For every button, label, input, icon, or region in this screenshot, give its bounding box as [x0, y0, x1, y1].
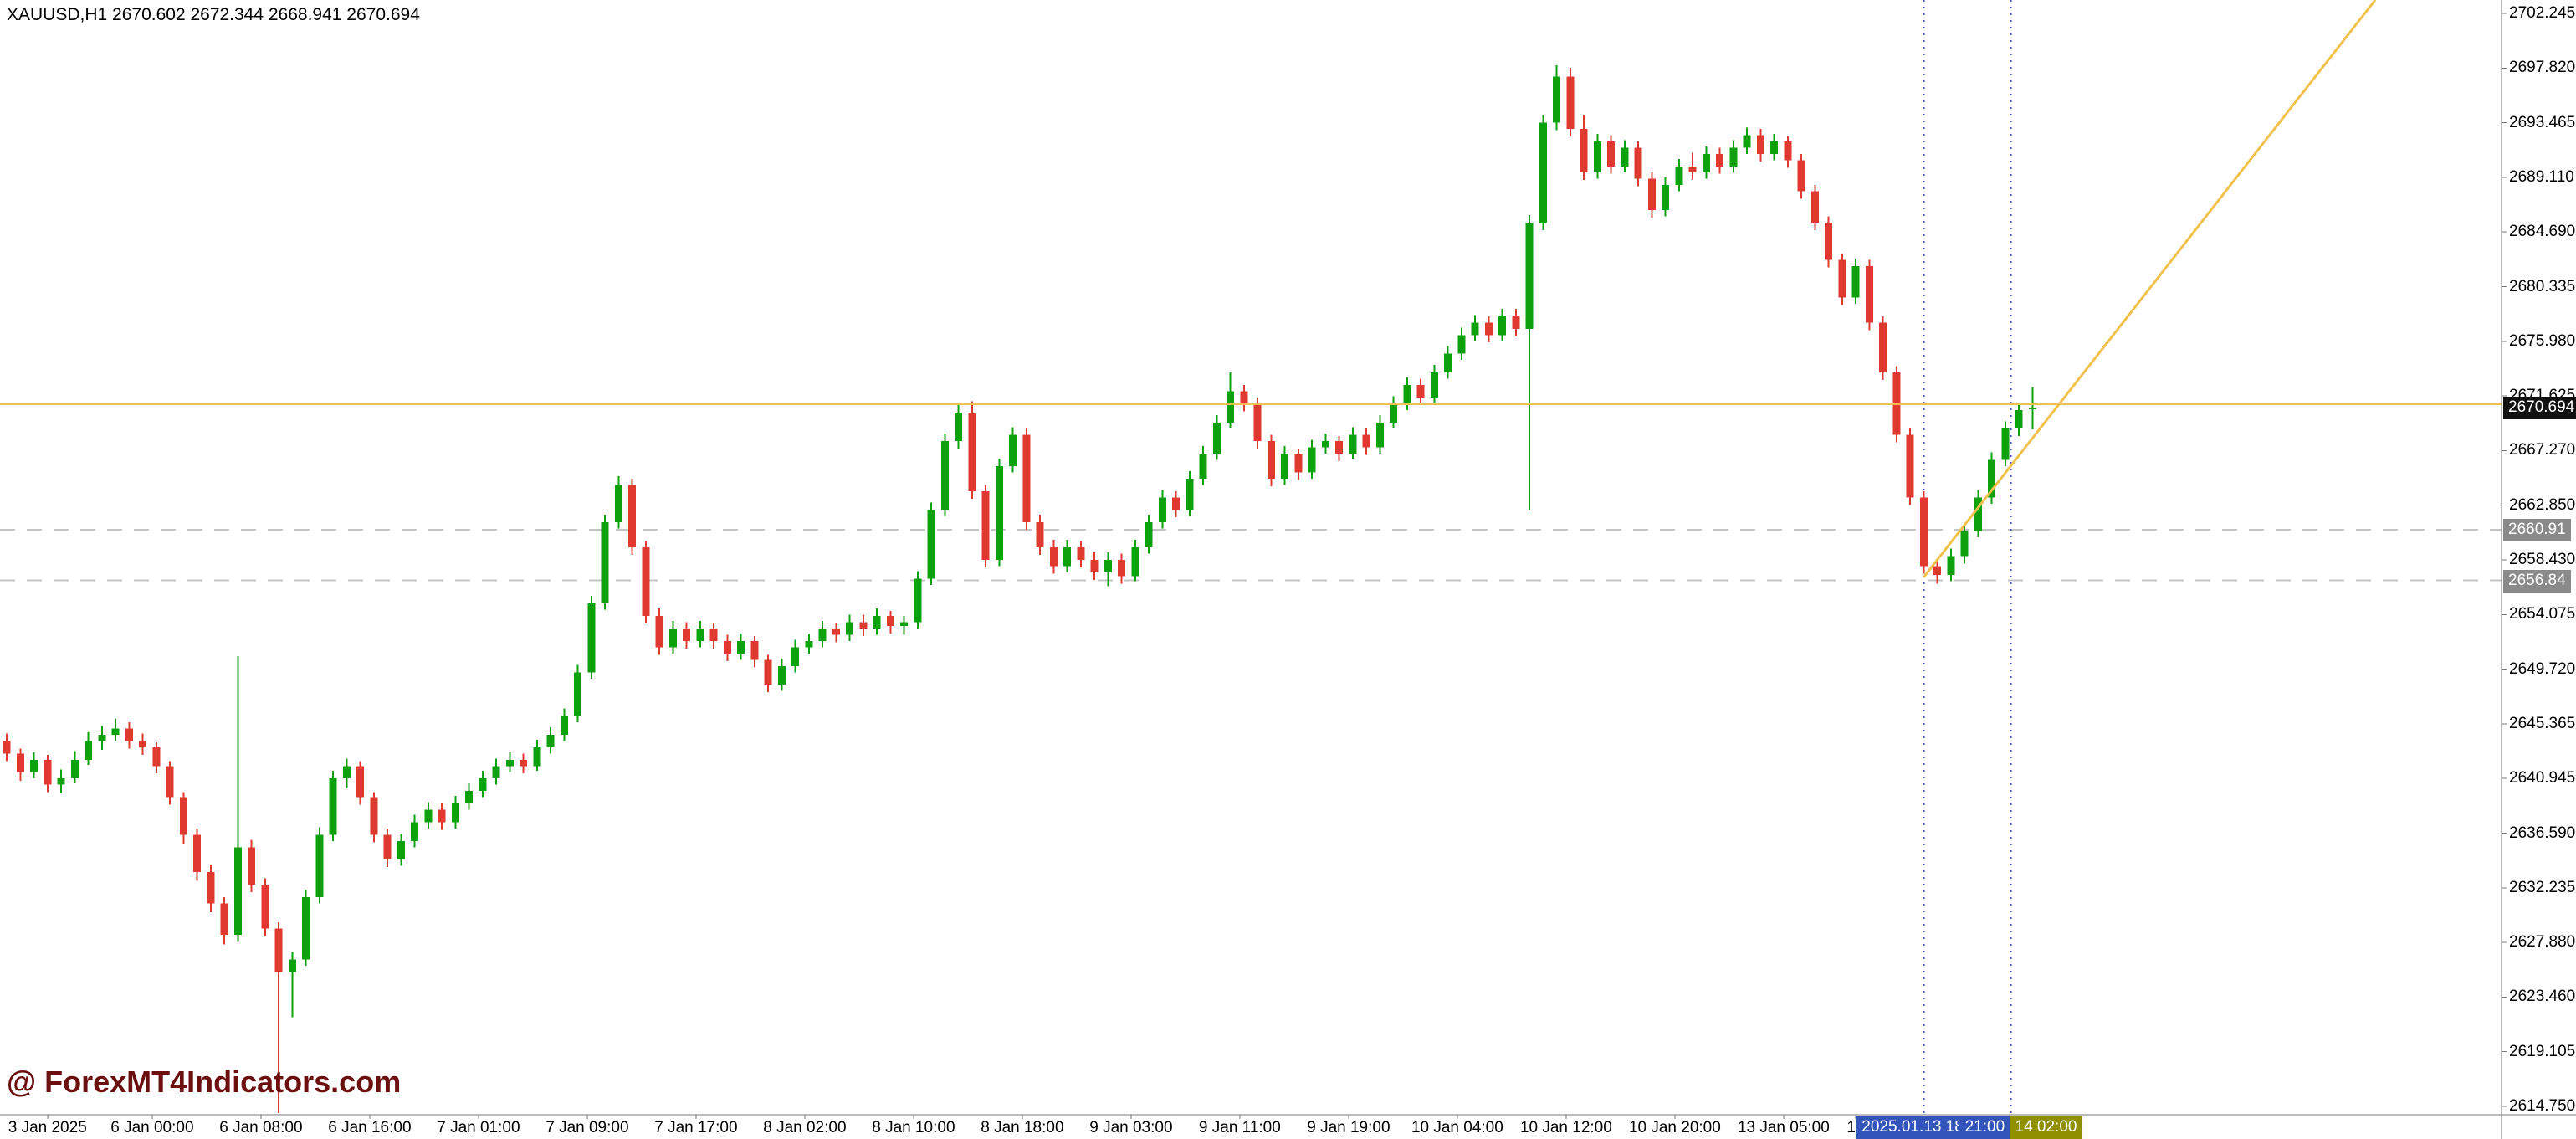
- price-axis-label: 2636.590: [2509, 823, 2576, 842]
- price-axis-label: 2662.850: [2509, 495, 2576, 514]
- time-axis-highlight-label: 14 02:00: [2009, 1116, 2083, 1139]
- time-axis-label: 7 Jan 01:00: [437, 1119, 520, 1136]
- price-axis-label: 2697.820: [2509, 59, 2576, 77]
- price-axis-label: 2675.980: [2509, 331, 2576, 350]
- time-axis-label: 9 Jan 19:00: [1307, 1119, 1390, 1136]
- price-axis-label: 2680.335: [2509, 277, 2576, 295]
- candlestick-series: [3, 64, 2036, 1114]
- watermark: @ ForexMT4Indicators.com: [7, 1065, 402, 1099]
- price-axis-label: 2649.720: [2509, 659, 2576, 678]
- time-axis-label: 10 Jan 04:00: [1411, 1119, 1503, 1136]
- trendline: [1923, 0, 2377, 578]
- time-axis-label: 7 Jan 17:00: [654, 1119, 738, 1136]
- time-axis-label: 6 Jan 00:00: [110, 1119, 194, 1136]
- price-axis-label: 2614.750: [2509, 1097, 2576, 1115]
- time-axis-label: 6 Jan 16:00: [328, 1119, 412, 1136]
- price-axis-label: 2640.945: [2509, 769, 2576, 788]
- symbol-ohlc-info: XAUUSD,H1 2670.602 2672.344 2668.941 267…: [7, 5, 420, 24]
- price-axis-label: 2627.880: [2509, 933, 2576, 952]
- price-axis-label: 2667.270: [2509, 441, 2576, 459]
- level-price-badge: 2656.84: [2503, 569, 2571, 593]
- price-axis-label: 2702.245: [2509, 4, 2576, 22]
- price-axis-label: 2632.235: [2509, 878, 2576, 896]
- level-price-badge: 2660.91: [2503, 518, 2571, 541]
- price-axis-label: 2693.465: [2509, 113, 2576, 131]
- time-axis-highlight-label: 21:00: [1959, 1116, 2011, 1139]
- current-price-badge: 2670.694: [2503, 396, 2576, 419]
- price-axis-label: 2654.075: [2509, 605, 2576, 623]
- time-axis-label: 6 Jan 08:00: [219, 1119, 303, 1136]
- price-axis-label: 2684.690: [2509, 223, 2576, 241]
- time-axis-label: 3 Jan 2025: [8, 1119, 87, 1136]
- price-axis-label: 2619.105: [2509, 1042, 2576, 1060]
- time-axis-label: 9 Jan 11:00: [1198, 1119, 1281, 1136]
- time-axis-label: 9 Jan 03:00: [1089, 1119, 1173, 1136]
- price-axis-label: 2689.110: [2509, 167, 2574, 186]
- time-axis-label: 10 Jan 20:00: [1628, 1119, 1721, 1136]
- time-axis-label: 10 Jan 12:00: [1519, 1119, 1612, 1136]
- time-axis-label: 8 Jan 10:00: [872, 1119, 955, 1136]
- time-axis-label: 8 Jan 18:00: [981, 1119, 1064, 1136]
- time-axis-label: 8 Jan 02:00: [763, 1119, 847, 1136]
- time-axis-label: 13 Jan 05:00: [1737, 1119, 1830, 1136]
- price-axis-label: 2623.460: [2509, 988, 2576, 1006]
- price-axis-label: 2645.365: [2509, 714, 2576, 732]
- price-axis-label: 2658.430: [2509, 551, 2576, 568]
- time-axis-label: 7 Jan 09:00: [545, 1119, 629, 1136]
